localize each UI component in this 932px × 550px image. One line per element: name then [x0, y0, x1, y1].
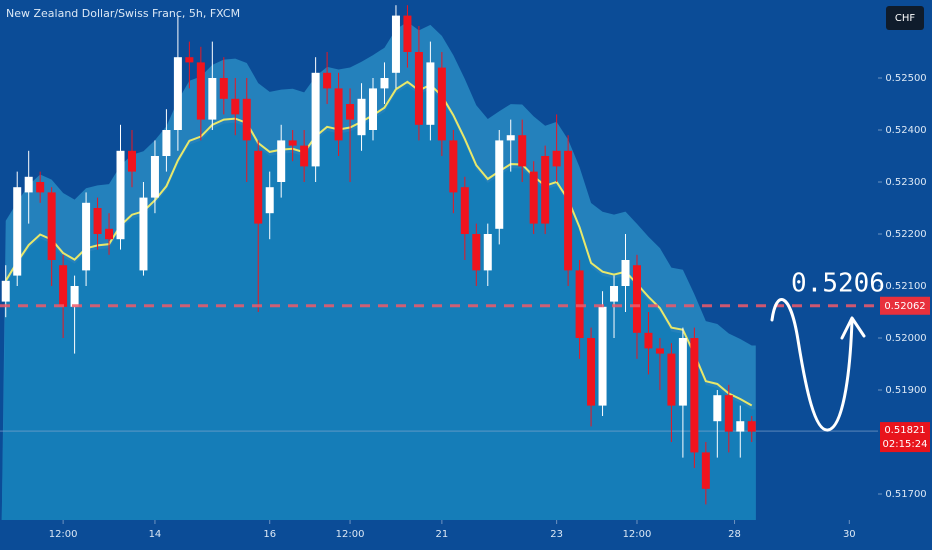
candle-body [541, 156, 550, 224]
candle-body [300, 145, 309, 167]
candle-body [632, 265, 641, 333]
candle-body [449, 140, 458, 193]
candle-body [644, 332, 653, 349]
candle-body [24, 176, 33, 193]
candle-body [231, 98, 240, 115]
plot-area [0, 5, 882, 524]
x-tick-label: 21 [436, 529, 449, 540]
candle-body [162, 130, 171, 156]
candle-body [713, 395, 722, 422]
y-tick-label: 0.52100 [885, 281, 926, 292]
candle-body [564, 150, 573, 271]
candle-body [334, 88, 343, 141]
candle-body [93, 208, 102, 234]
candle-body [127, 150, 136, 172]
candle-body [610, 286, 619, 302]
candle-body [667, 353, 676, 406]
last-price-tag [880, 422, 930, 453]
y-tick-label: 0.52400 [885, 125, 926, 136]
candle-body [346, 104, 355, 120]
y-tick-label: 0.51700 [885, 489, 926, 500]
annotation-arrowhead [840, 316, 866, 340]
x-tick-label: 12:00 [623, 529, 652, 540]
level-tag [880, 296, 930, 315]
x-tick-label: 16 [263, 529, 276, 540]
currency-button[interactable] [886, 6, 924, 30]
candle-body [552, 150, 561, 167]
candle-body [116, 150, 125, 240]
candle-body [655, 348, 664, 354]
candle-body [47, 192, 56, 260]
chart-title: New Zealand Dollar/Swiss Franc, 5h, FXCM [6, 7, 240, 20]
candle-body [265, 187, 274, 214]
candle-body [70, 286, 79, 307]
candle-body [587, 338, 596, 406]
x-tick-label: 30 [843, 529, 856, 540]
candle-body [59, 265, 68, 307]
candle-body [254, 150, 263, 224]
candle-body [173, 57, 182, 131]
candle-body [311, 72, 320, 167]
y-tick-label: 0.51900 [885, 385, 926, 396]
candle-body [529, 171, 538, 224]
candle-body [185, 57, 194, 63]
y-tick-label: 0.52500 [885, 73, 926, 84]
candle-body [13, 187, 22, 276]
annotation-curve [770, 298, 854, 432]
x-tick-label: 14 [149, 529, 162, 540]
candle-body [219, 78, 228, 99]
candle-body [483, 234, 492, 271]
x-tick-label: 12:00 [49, 529, 78, 540]
candle-body [277, 140, 286, 182]
candle-body [208, 78, 217, 120]
candle-body [105, 228, 114, 240]
candle-body [678, 338, 687, 406]
candle-body [414, 52, 423, 125]
candle-body [518, 135, 527, 167]
candle-body [747, 421, 756, 432]
countdown-label: 02:15:24 [883, 439, 928, 450]
candle-body [701, 452, 710, 489]
candle-body [621, 260, 630, 286]
candle-body [437, 67, 446, 141]
candle-body [139, 197, 148, 271]
x-tick-label: 28 [728, 529, 741, 540]
target-label: 0.5206 [791, 269, 885, 299]
y-tick-label: 0.52300 [885, 177, 926, 188]
candle-body [403, 15, 412, 53]
candle-body [460, 187, 469, 234]
candle-body [495, 140, 504, 229]
candle-body [1, 280, 10, 302]
candle-body [690, 338, 699, 453]
candle-body [196, 62, 205, 120]
candle-body [736, 421, 745, 432]
candle-body [391, 15, 400, 73]
candle-body [472, 234, 481, 271]
x-tick-label: 23 [550, 529, 563, 540]
candle-body [242, 98, 251, 141]
candle-body [369, 88, 378, 130]
currency-label: CHF [895, 13, 916, 24]
candle-body [426, 62, 435, 125]
level-label: 0.52062 [884, 301, 925, 312]
candle-body [598, 306, 607, 406]
candle-body [380, 78, 389, 89]
candle-body [575, 270, 584, 338]
last-price-label: 0.51821 [884, 425, 925, 436]
candle-body [82, 202, 91, 271]
candle-body [288, 140, 297, 146]
candle-body [506, 135, 515, 141]
lower-band [1, 85, 756, 520]
candle-body [150, 156, 159, 198]
candle-body [724, 395, 733, 432]
y-tick-label: 0.52000 [885, 333, 926, 344]
candle-body [36, 182, 45, 193]
y-tick-label: 0.52200 [885, 229, 926, 240]
candle-body [323, 72, 332, 89]
candle-body [357, 98, 366, 136]
x-tick-label: 12:00 [336, 529, 365, 540]
